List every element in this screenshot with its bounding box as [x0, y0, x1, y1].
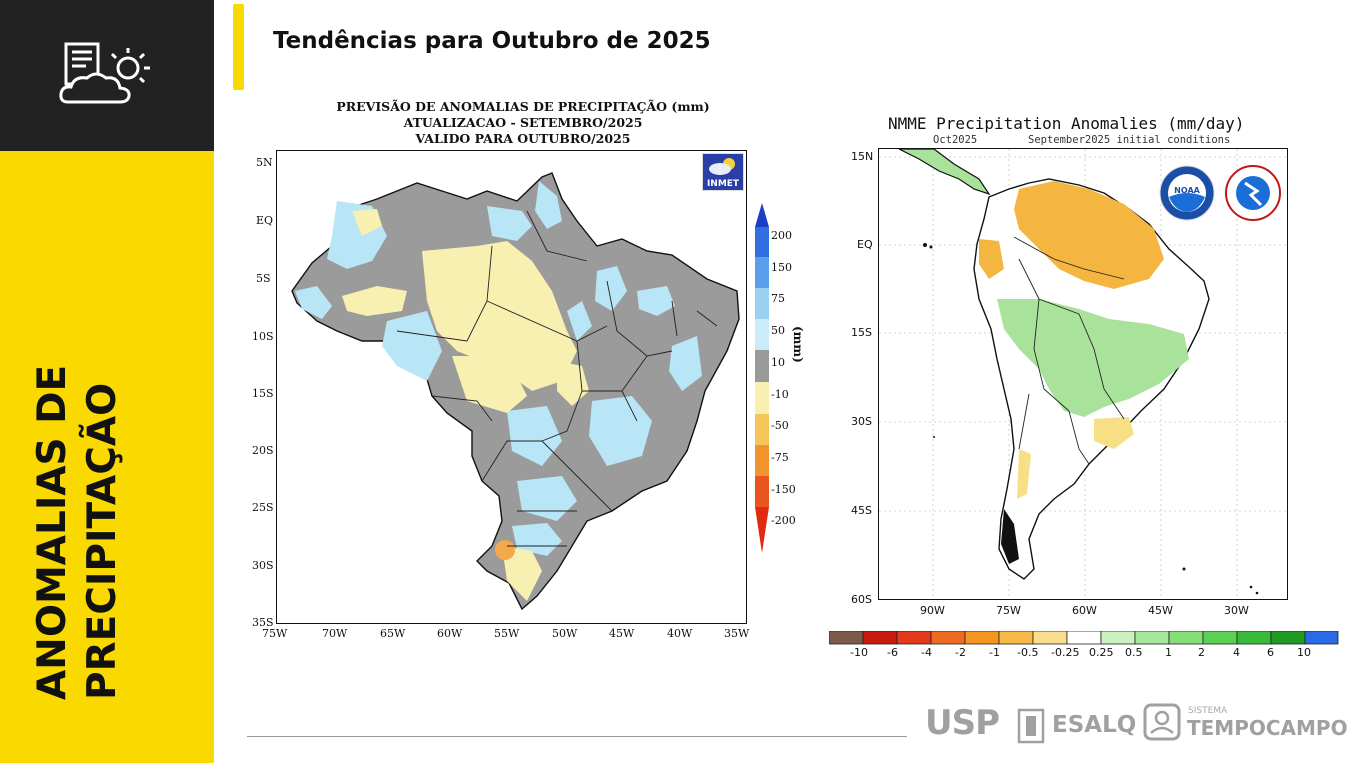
- nmme-subtitle-right: September2025 initial conditions: [1028, 134, 1231, 146]
- inmet-colorbar-label: -75: [771, 451, 789, 464]
- nmme-lon-label: 30W: [1224, 604, 1249, 617]
- inmet-lat-label: EQ: [256, 214, 274, 227]
- nmme-colorbar: [829, 631, 1339, 645]
- nmme-lat-label: 45S: [851, 504, 872, 517]
- inmet-colorbar-label: 150: [771, 261, 792, 274]
- nmme-colorbar-label: 2: [1198, 646, 1205, 659]
- inmet-logo: INMET: [702, 153, 744, 191]
- sidebar-banner: [0, 151, 214, 763]
- inmet-lon-label: 75W: [262, 627, 288, 640]
- nmme-colorbar-label: 10: [1297, 646, 1311, 659]
- inmet-colorbar-label: 75: [771, 292, 785, 305]
- inmet-colorbar-label: -200: [771, 514, 796, 527]
- page-title: Tendências para Outubro de 2025: [273, 28, 711, 54]
- tempocampo-logo: TEMPOCAMPO: [1187, 716, 1348, 740]
- nmme-colorbar-label: -4: [921, 646, 932, 659]
- inmet-colorbar: [755, 203, 769, 553]
- inmet-lat-label: 5S: [256, 272, 271, 285]
- usp-logo: USP: [925, 703, 1000, 743]
- sidebar-title-line-2: PRECIPITAÇÃO: [80, 382, 125, 700]
- inmet-unit-label: (mm): [791, 326, 805, 363]
- inmet-lat-label: 35S: [252, 616, 274, 629]
- esalq-logo: ESALQ: [1052, 712, 1137, 738]
- inmet-colorbar-label: 10: [771, 356, 785, 369]
- nmme-precipitation-map: [879, 149, 1287, 599]
- sidebar-vertical-title: ANOMALIAS DE PRECIPITAÇÃO: [28, 365, 128, 700]
- inmet-title-line-2: ATUALIZACAO - SETEMBRO/2025: [403, 115, 643, 130]
- footer-divider: [247, 736, 907, 737]
- title-accent-bar: [233, 4, 244, 90]
- nmme-lat-label: 15N: [851, 150, 874, 163]
- nmme-colorbar-label: -1: [989, 646, 1000, 659]
- inmet-colorbar-label: 50: [771, 324, 785, 337]
- inmet-lon-label: 50W: [552, 627, 578, 640]
- inmet-title-line-1: PREVISÃO DE ANOMALIAS DE PRECIPITAÇÃO (m…: [336, 99, 710, 114]
- nmme-lon-label: 45W: [1148, 604, 1173, 617]
- inmet-lon-label: 35W: [724, 627, 750, 640]
- inmet-lat-label: 20S: [252, 444, 274, 457]
- nmme-lat-label: 30S: [851, 415, 872, 428]
- nmme-colorbar-label: 0.5: [1125, 646, 1143, 659]
- nmme-colorbar-label: -0.5: [1017, 646, 1039, 659]
- nmme-lon-label: 60W: [1072, 604, 1097, 617]
- inmet-lat-label: 30S: [252, 559, 274, 572]
- nmme-colorbar-label: -0.25: [1051, 646, 1080, 659]
- tempocampo-emblem-icon: [1143, 703, 1181, 741]
- inmet-logo-text: INMET: [706, 179, 740, 189]
- inmet-lat-label: 25S: [252, 501, 274, 514]
- nmme-colorbar-label: 6: [1267, 646, 1274, 659]
- weather-report-icon: [59, 42, 150, 104]
- inmet-colorbar-label: 200: [771, 229, 792, 242]
- sidebar-header: [0, 0, 214, 151]
- nmme-colorbar-label: -6: [887, 646, 898, 659]
- nmme-colorbar-label: 1: [1165, 646, 1172, 659]
- inmet-lat-label: 15S: [252, 387, 274, 400]
- inmet-lon-label: 70W: [322, 627, 348, 640]
- nmme-map-frame: NOAA: [878, 148, 1288, 600]
- inmet-lat-label: 10S: [252, 330, 274, 343]
- sistema-label: SISTEMA: [1188, 706, 1228, 716]
- inmet-lon-label: 45W: [609, 627, 635, 640]
- sidebar-title-line-1: ANOMALIAS DE: [30, 364, 75, 700]
- inmet-lat-label: 5N: [256, 156, 273, 169]
- nmme-lon-label: 90W: [920, 604, 945, 617]
- noaa-logo: NOAA: [1159, 165, 1215, 221]
- cloud-sun-icon: [709, 158, 735, 175]
- inmet-colorbar-label: -150: [771, 483, 796, 496]
- nmme-lat-label: 60S: [851, 593, 872, 606]
- inmet-precipitation-map: [291, 172, 740, 611]
- nmme-title: NMME Precipitation Anomalies (mm/day): [888, 114, 1245, 133]
- nmme-colorbar-label: -2: [955, 646, 966, 659]
- nmme-subtitle-left: Oct2025: [933, 134, 978, 146]
- inmet-lon-label: 60W: [437, 627, 463, 640]
- inmet-colorbar-label: -10: [771, 388, 789, 401]
- national-weather-service-logo: [1225, 165, 1281, 221]
- inmet-lon-label: 40W: [667, 627, 693, 640]
- inmet-title-line-3: VALIDO PARA OUTUBRO/2025: [415, 131, 631, 146]
- inmet-map-frame: INMET: [276, 150, 747, 624]
- svg-text:NOAA: NOAA: [1174, 186, 1200, 195]
- inmet-lon-label: 65W: [380, 627, 406, 640]
- esalq-crest-icon: [1017, 708, 1045, 744]
- nmme-lon-label: 75W: [996, 604, 1021, 617]
- inmet-lon-label: 55W: [494, 627, 520, 640]
- nmme-colorbar-label: 0.25: [1089, 646, 1114, 659]
- nmme-colorbar-label: -10: [850, 646, 868, 659]
- nmme-lat-label: 15S: [851, 326, 872, 339]
- nmme-colorbar-label: 4: [1233, 646, 1240, 659]
- nmme-lat-label: EQ: [857, 238, 873, 251]
- inmet-colorbar-label: -50: [771, 419, 789, 432]
